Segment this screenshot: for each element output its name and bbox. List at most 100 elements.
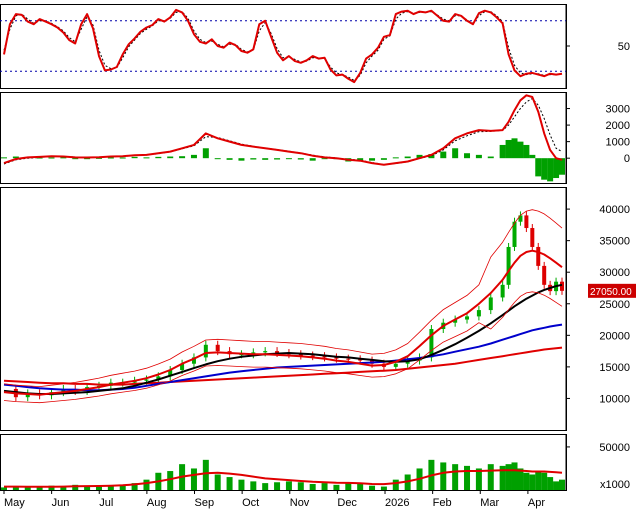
candle-body bbox=[453, 319, 458, 323]
volume-bar bbox=[541, 472, 548, 490]
volume-bar bbox=[369, 485, 376, 490]
histogram-bar bbox=[262, 158, 269, 160]
histogram-bar bbox=[179, 156, 186, 159]
candle-body bbox=[506, 246, 511, 285]
histogram-bar bbox=[226, 158, 233, 160]
histogram-bar bbox=[505, 139, 512, 159]
volume-bar bbox=[202, 459, 209, 490]
histogram-bar bbox=[517, 141, 524, 159]
histogram-bar bbox=[1, 157, 7, 159]
volume-bar bbox=[60, 486, 67, 490]
x-tick-label: Jun bbox=[52, 497, 70, 509]
candle-body bbox=[518, 215, 523, 222]
volume-unit-label: x1000 bbox=[600, 479, 630, 491]
histogram-bar bbox=[321, 158, 328, 160]
histogram-bar bbox=[529, 154, 536, 159]
volume-bar bbox=[167, 471, 174, 490]
volume-bar bbox=[505, 464, 512, 490]
y-tick-label-price: 30000 bbox=[599, 267, 630, 279]
candle-body bbox=[180, 363, 185, 371]
histogram-bar bbox=[464, 153, 471, 159]
histogram-bar bbox=[60, 157, 67, 159]
x-tick-label: Sep bbox=[195, 497, 215, 509]
volume-bar bbox=[517, 468, 524, 490]
x-tick-label: Dec bbox=[337, 497, 357, 509]
volume-bar bbox=[262, 483, 269, 490]
volume-bar bbox=[285, 481, 292, 490]
histogram-bar bbox=[214, 158, 221, 160]
volume-bar bbox=[529, 474, 536, 490]
candle-body bbox=[298, 354, 303, 356]
histogram-bar bbox=[452, 148, 459, 159]
candle-body bbox=[512, 221, 517, 247]
candle-body bbox=[476, 310, 481, 317]
volume-bar bbox=[487, 464, 494, 490]
y-tick-label-price: 25000 bbox=[599, 299, 630, 311]
volume-bar bbox=[475, 468, 482, 490]
candle-body bbox=[488, 297, 493, 311]
volume-bar bbox=[297, 482, 304, 490]
ma-line-ma50 bbox=[3, 283, 563, 395]
histogram-bar bbox=[511, 138, 518, 159]
histogram-bar bbox=[440, 151, 447, 159]
histogram-bar bbox=[523, 144, 530, 159]
histogram-bar bbox=[202, 148, 209, 159]
histogram-bar bbox=[107, 157, 114, 159]
x-tick-label: 2026 bbox=[385, 497, 409, 509]
volume-bar bbox=[309, 483, 316, 490]
volume-bar bbox=[440, 462, 447, 490]
candle-body bbox=[215, 344, 220, 352]
histogram-bar bbox=[12, 156, 19, 159]
volume-bar bbox=[274, 482, 281, 490]
volume-bar bbox=[214, 474, 221, 490]
histogram-bar bbox=[84, 158, 91, 160]
y-tick-label-macd: 2000 bbox=[606, 120, 630, 132]
candle-body bbox=[500, 284, 505, 298]
volume-bar bbox=[226, 477, 233, 490]
volume-bar bbox=[238, 479, 245, 490]
histogram-bar bbox=[143, 157, 150, 159]
candle-body bbox=[429, 329, 434, 358]
volume-bar bbox=[380, 486, 387, 490]
histogram-bar bbox=[547, 158, 554, 182]
volume-bar bbox=[250, 481, 257, 490]
histogram-bar bbox=[392, 157, 399, 159]
histogram-bar bbox=[487, 156, 494, 159]
macd-line bbox=[3, 94, 563, 166]
volume-bar bbox=[24, 486, 31, 490]
y-tick-label-stochastic: 50 bbox=[618, 41, 630, 53]
histogram-bar bbox=[380, 158, 387, 160]
histogram-bar bbox=[357, 158, 364, 162]
x-tick-label: Feb bbox=[433, 497, 452, 509]
x-tick-label: Jul bbox=[99, 497, 113, 509]
volume-bar bbox=[392, 479, 399, 490]
macd-panel: 0 1000 2000 3000 bbox=[1, 94, 630, 182]
histogram-bar bbox=[48, 157, 55, 159]
candle-body bbox=[263, 351, 268, 353]
y-tick-label-volume: 50000 bbox=[599, 442, 630, 454]
histogram-bar bbox=[285, 158, 292, 160]
histogram-bar bbox=[119, 157, 126, 159]
candle-body bbox=[524, 215, 529, 229]
histogram-bar bbox=[404, 156, 411, 159]
x-tick-label: Aug bbox=[147, 497, 167, 509]
candle-body bbox=[310, 355, 315, 357]
last-price-tag bbox=[588, 283, 636, 298]
y-tick-label-price: 15000 bbox=[599, 362, 630, 374]
panel-frames bbox=[0, 4, 567, 491]
price-panel: 10000 15000 20000 25000 30000 35000 40000 27050… bbox=[3, 204, 636, 405]
x-axis: May Jun Jul Aug Sep Oct Nov Dec 2026 Feb Mar Apr bbox=[3, 490, 545, 509]
volume-ma-line bbox=[4, 469, 563, 488]
volume-bar bbox=[119, 485, 126, 490]
y-tick-label-macd: 0 bbox=[624, 153, 630, 165]
volume-bar bbox=[48, 485, 55, 490]
volume-bar bbox=[84, 486, 91, 490]
y-tick-label-macd: 1000 bbox=[606, 137, 630, 149]
panel-frame-price bbox=[0, 187, 567, 431]
histogram-bar bbox=[274, 158, 281, 160]
volume-bar bbox=[333, 484, 340, 490]
x-tick-label: Mar bbox=[480, 497, 499, 509]
volume-bar bbox=[499, 465, 506, 490]
candle-body bbox=[275, 351, 280, 353]
candle-body bbox=[25, 393, 30, 398]
